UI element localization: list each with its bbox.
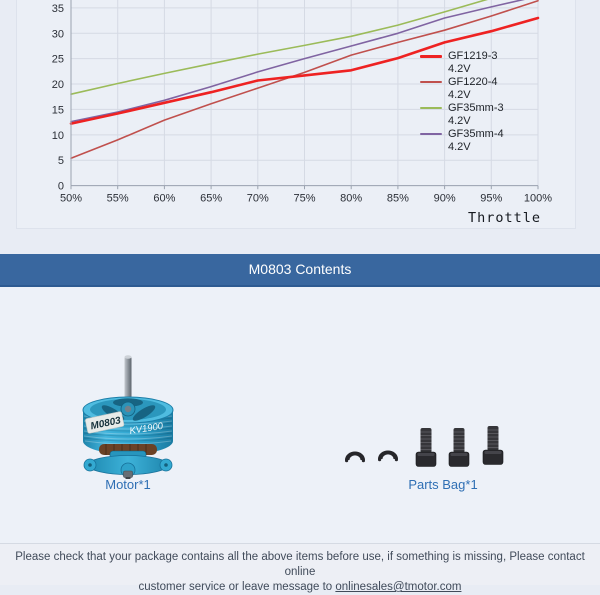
legend-line-swatch	[420, 107, 442, 109]
y-tick-label: 30	[52, 28, 64, 40]
notice-line-2: customer service or leave message to onl…	[138, 581, 462, 593]
legend-line-swatch	[420, 81, 442, 83]
x-tick-label: 50%	[60, 193, 82, 205]
legend-series-voltage: 4.2V	[448, 89, 471, 101]
legend-line-swatch	[420, 133, 442, 135]
screw	[482, 426, 504, 465]
motor-photo: M0803 KV1900	[82, 355, 174, 479]
x-tick-label: 75%	[293, 193, 315, 205]
email-link[interactable]: onlinesales@tmotor.com	[335, 581, 462, 593]
notice-line-1: Please check that your package contains …	[15, 551, 585, 578]
e-clip	[378, 450, 398, 462]
legend-line-swatch	[420, 55, 442, 58]
parts-bag-caption: Parts Bag*1	[408, 477, 478, 492]
screw	[448, 428, 470, 467]
x-tick-label: 90%	[434, 193, 456, 205]
series-line-gf35mm-4	[70, 0, 525, 123]
x-tick-label: 55%	[107, 193, 129, 205]
motor-caption: Motor*1	[105, 477, 151, 492]
y-tick-label: 20	[52, 79, 64, 91]
y-tick-label: 15	[52, 104, 64, 116]
x-tick-label: 100%	[524, 193, 552, 205]
legend-series-name: GF1219-3	[448, 50, 498, 62]
series-line-gf1220-4	[70, 0, 539, 159]
y-tick-label: 0	[58, 181, 64, 193]
e-clip	[345, 451, 365, 463]
legend-item: GF35mm-4 4.2V	[420, 128, 550, 154]
thrust-chart-panel: 0 5 10 15 20 25 30 35 50% 55% 60% 65% 70% 75% 80% 85% 90…	[16, 0, 576, 229]
package-check-notice: Please check that your package contains …	[0, 543, 600, 593]
contents-header-bar: M0803 Contents	[0, 254, 600, 287]
legend-series-voltage: 4.2V	[448, 63, 471, 75]
y-tick-label: 35	[52, 3, 64, 15]
legend-series-name: GF35mm-4	[448, 128, 504, 140]
x-tick-label: 80%	[340, 193, 362, 205]
legend-series-voltage: 4.2V	[448, 115, 471, 127]
x-tick-label: 70%	[247, 193, 269, 205]
x-axis-title: Throttle	[467, 210, 541, 226]
x-tick-label: 85%	[387, 193, 409, 205]
legend-series-name: GF1220-4	[448, 76, 498, 88]
x-tick-label: 60%	[153, 193, 175, 205]
legend-series-name: GF35mm-3	[448, 102, 504, 114]
legend-item: GF1220-4 4.2V	[420, 76, 550, 102]
contents-title: M0803 Contents	[248, 261, 352, 277]
motor-shaft	[124, 355, 132, 408]
legend-item: GF1219-3 4.2V	[420, 50, 550, 76]
contents-section: M0803 KV1900 Motor*1	[0, 287, 600, 543]
legend-item: GF35mm-3 4.2V	[420, 102, 550, 128]
series-line-gf35mm-3	[70, 0, 489, 95]
motor-kv-marking: KV1900	[129, 421, 165, 437]
y-tick-label: 10	[52, 130, 64, 142]
legend-series-voltage: 4.2V	[448, 141, 471, 153]
motor-label-patch: M0803	[85, 411, 125, 434]
chart-legend: GF1219-3 4.2V GF1220-4 4.2V GF35mm-3 4.2…	[420, 50, 550, 154]
throttle-thrust-chart: 0 5 10 15 20 25 30 35 50% 55% 60% 65% 70% 75% 80% 85% 90…	[52, 0, 552, 205]
x-tick-label: 65%	[200, 193, 222, 205]
y-tick-label: 5	[58, 155, 64, 167]
parts-bag-photo	[345, 426, 504, 467]
motor-base	[83, 444, 173, 479]
x-tick-label: 95%	[480, 193, 502, 205]
series-line-gf1219-3	[69, 16, 540, 125]
screw	[415, 428, 437, 467]
y-tick-label: 25	[52, 54, 64, 66]
